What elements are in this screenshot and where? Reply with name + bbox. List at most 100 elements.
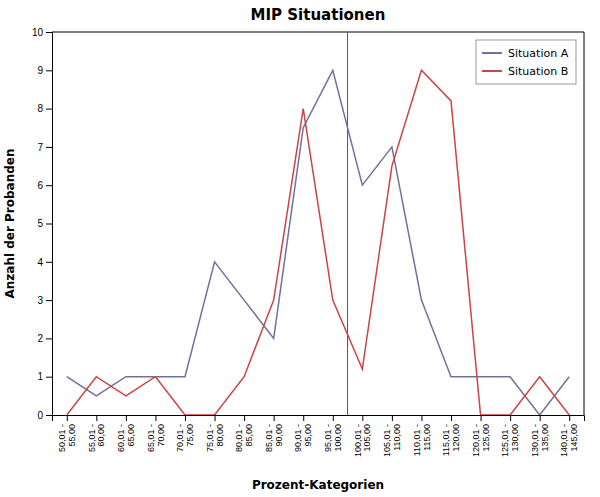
x-tick: 80,01 -85,00 — [234, 415, 254, 452]
x-tick-mark — [392, 415, 393, 421]
x-tick-mark — [274, 415, 275, 421]
x-tick-label-line: 100,01 - — [353, 424, 363, 457]
x-tick-label: 50,01 -55,00 — [57, 424, 77, 452]
x-tick-label: 75,01 -80,00 — [205, 424, 225, 452]
x-tick-label: 120,01 -125,00 — [471, 424, 491, 457]
x-tick: 65,01 -70,00 — [146, 415, 166, 452]
x-tick: 95,01 -100,00 — [323, 415, 343, 452]
y-tick-mark — [46, 109, 52, 110]
x-tick-mark — [421, 415, 422, 421]
x-tick-label-line: 120,01 - — [471, 424, 481, 457]
x-tick-label-line: 95,01 - — [323, 424, 333, 452]
x-tick-mark — [451, 415, 452, 421]
x-axis-title: Prozent-Kategorien — [252, 478, 384, 492]
x-tick-label-line: 115,01 - — [441, 424, 451, 456]
x-tick-label: 140,01 -145,00 — [559, 424, 579, 457]
series-line — [67, 70, 569, 415]
x-tick-mark — [333, 415, 334, 421]
y-tick: 4 — [37, 257, 52, 268]
x-tick: 60,01 -65,00 — [116, 415, 136, 452]
x-tick-label-line: 65,01 - — [146, 424, 156, 452]
x-tick-label-line: 110,00 — [392, 424, 402, 451]
y-tick-mark — [46, 262, 52, 263]
y-tick: 5 — [37, 218, 52, 229]
x-tick-label: 110,01 -115,00 — [412, 424, 432, 456]
x-tick-mark — [67, 415, 68, 421]
x-tick-mark — [185, 415, 186, 421]
x-tick-mark — [244, 415, 245, 421]
x-tick-label-line: 90,01 - — [293, 424, 303, 452]
x-tick-label: 100,01 -105,00 — [353, 424, 373, 457]
x-tick-label: 85,01 -90,00 — [264, 424, 284, 452]
title: MIP Situationen — [251, 6, 386, 24]
x-tick-label-line: 90,00 — [274, 424, 284, 447]
x-tick-label-line: 80,00 — [215, 424, 225, 447]
x-tick: 100,01 -105,00 — [353, 415, 373, 457]
x-tick: 75,01 -80,00 — [205, 415, 225, 452]
x-tick-label-line: 65,00 — [126, 424, 136, 447]
y-tick-mark — [46, 185, 52, 186]
y-tick: 7 — [37, 142, 52, 153]
x-tick-label-line: 55,01 - — [87, 424, 97, 452]
y-tick-mark — [46, 224, 52, 225]
x-tick-label-line: 135,00 — [540, 424, 550, 452]
x-tick-label-line: 145,00 — [569, 424, 579, 452]
x-tick-label-line: 60,00 — [96, 424, 106, 447]
y-tick-label: 8 — [37, 103, 43, 114]
x-tick-label-line: 50,01 - — [57, 424, 67, 452]
y-tick-mark — [46, 147, 52, 148]
x-tick-label-line: 85,00 — [244, 424, 254, 447]
x-tick-mark — [155, 415, 156, 421]
x-tick-label: 60,01 -65,00 — [116, 424, 136, 452]
x-tick-label-line: 95,00 — [303, 424, 313, 447]
x-tick: 140,01 -145,00 — [559, 415, 579, 457]
y-tick-label: 2 — [37, 333, 43, 344]
x-tick-mark — [510, 415, 511, 421]
x-tick: 70,01 -75,00 — [175, 415, 195, 452]
x-tick-label-line: 125,00 — [481, 424, 491, 452]
x-tick-label: 80,01 -85,00 — [234, 424, 254, 452]
legend: Situation A Situation B — [476, 40, 576, 84]
x-tick-label: 125,01 -130,00 — [500, 424, 520, 457]
x-tick-mark — [540, 415, 541, 421]
y-tick: 1 — [37, 371, 52, 382]
y-axis-line — [46, 33, 53, 416]
x-tick-label: 70,01 -75,00 — [175, 424, 195, 452]
x-tick-label: 130,01 -135,00 — [530, 424, 550, 457]
y-tick: 6 — [37, 180, 52, 191]
x-tick-label: 115,01 -120,00 — [441, 424, 461, 456]
x-tick: 50,01 -55,00 — [57, 415, 77, 452]
legend-item: Situation B — [482, 65, 568, 78]
x-tick-label-line: 75,01 - — [205, 424, 215, 452]
plot: 01234567891050,01 -55,0055,01 -60,0060,0… — [32, 27, 585, 457]
x-tick-mark — [569, 415, 570, 421]
x-tick-mark — [215, 415, 216, 421]
x-tick: 85,01 -90,00 — [264, 415, 284, 452]
x-tick-label: 90,01 -95,00 — [293, 424, 313, 452]
x-tick-label-line: 140,01 - — [559, 424, 569, 457]
x-tick-label-line: 115,00 — [422, 424, 432, 451]
chart: 01234567891050,01 -55,0055,01 -60,0060,0… — [0, 0, 600, 497]
x-tick-label: 55,01 -60,00 — [87, 424, 107, 452]
legend-item: Situation A — [482, 47, 569, 60]
x-tick: 110,01 -115,00 — [412, 415, 432, 456]
y-tick: 8 — [37, 103, 52, 114]
x-tick-mark — [126, 415, 127, 421]
y-tick-mark — [46, 338, 52, 339]
x-tick-label-line: 125,01 - — [500, 424, 510, 457]
x-tick: 120,01 -125,00 — [471, 415, 491, 457]
legend-label: Situation B — [508, 65, 568, 78]
x-tick-label-line: 85,01 - — [264, 424, 274, 452]
y-tick-label: 5 — [37, 218, 43, 229]
y-tick: 3 — [37, 295, 52, 306]
marks — [67, 32, 569, 415]
x-tick-label-line: 100,00 — [333, 424, 343, 452]
y-tick-mark — [46, 377, 52, 378]
x-tick-label-line: 80,01 - — [234, 424, 244, 452]
y-tick: 2 — [37, 333, 52, 344]
x-tick: 55,01 -60,00 — [87, 415, 107, 452]
x-axis-line — [53, 416, 585, 422]
y-tick-label: 3 — [37, 295, 43, 306]
y-tick-label: 1 — [37, 371, 43, 382]
x-tick: 90,01 -95,00 — [293, 415, 313, 452]
